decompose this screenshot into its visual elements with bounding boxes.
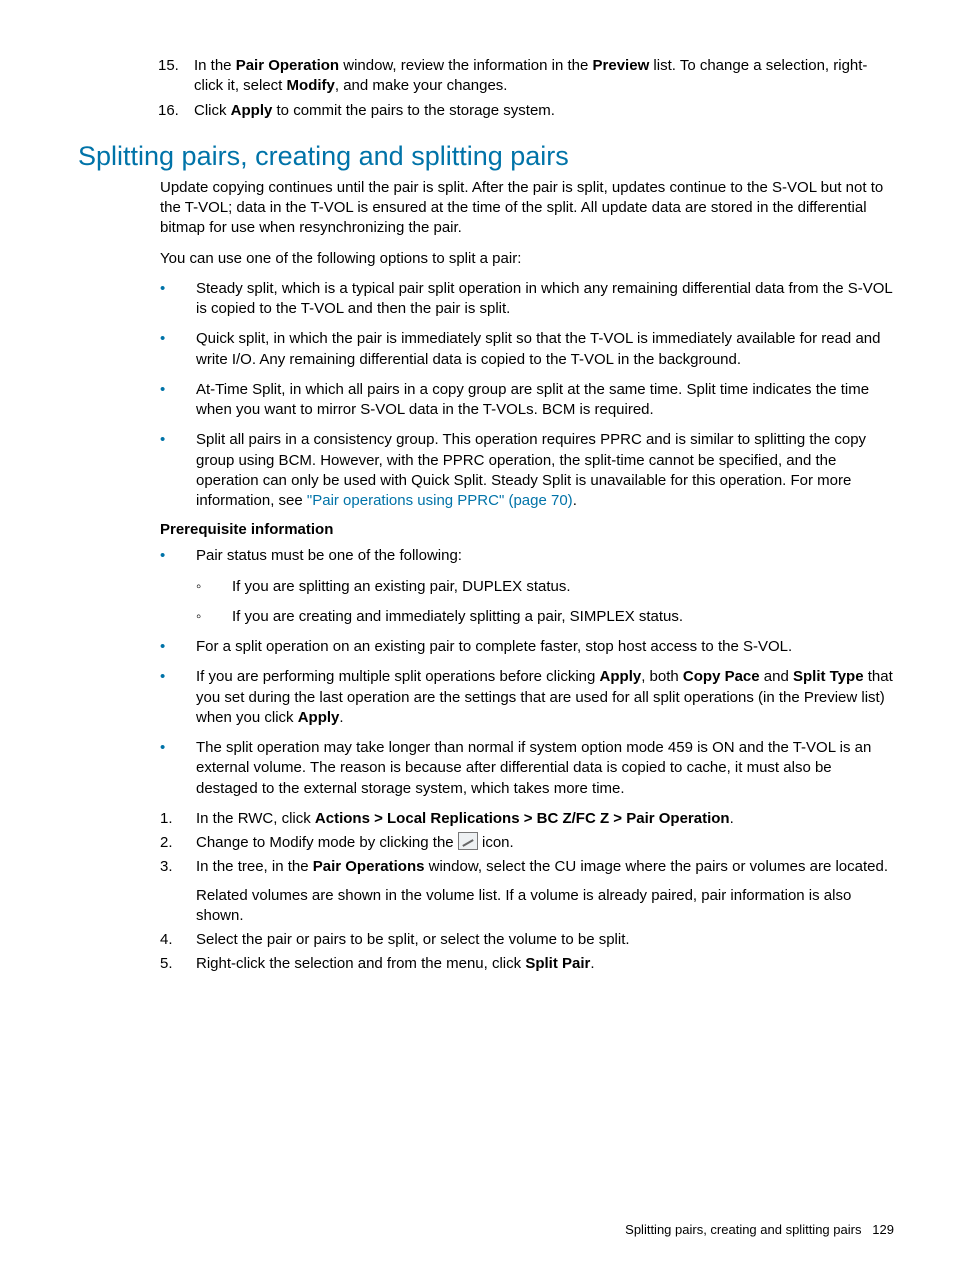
list-item: Quick split, in which the pair is immedi… [160,329,894,370]
step-number: 5. [160,954,173,974]
list-item: Pair status must be one of the following… [160,546,894,627]
step-text: Click Apply to commit the pairs to the s… [194,102,555,119]
step-15: 15. In the Pair Operation window, review… [158,56,894,97]
intro-paragraph-2: You can use one of the following options… [160,249,894,269]
step-number: 3. [160,857,173,877]
page-footer: Splitting pairs, creating and splitting … [625,1222,894,1237]
step-number: 4. [160,930,173,950]
step-3: 3. In the tree, in the Pair Operations w… [160,857,894,926]
step-note: Related volumes are shown in the volume … [196,886,894,927]
step-text: In the Pair Operation window, review the… [194,57,867,94]
list-item: For a split operation on an existing pai… [160,637,894,657]
list-item: If you are splitting an existing pair, D… [196,577,894,597]
step-5: 5. Right-click the selection and from th… [160,954,894,974]
continued-steps: 15. In the Pair Operation window, review… [158,56,894,121]
prerequisite-list: Pair status must be one of the following… [160,546,894,799]
modify-mode-icon [458,832,478,850]
step-number: 16. [158,101,179,121]
step-4: 4. Select the pair or pairs to be split,… [160,930,894,950]
list-item: Steady split, which is a typical pair sp… [160,279,894,320]
procedure-steps: 1. In the RWC, click Actions > Local Rep… [160,809,894,975]
list-item: If you are performing multiple split ope… [160,667,894,728]
split-options-list: Steady split, which is a typical pair sp… [160,279,894,512]
section-heading: Splitting pairs, creating and splitting … [78,141,894,172]
step-2: 2. Change to Modify mode by clicking the… [160,833,894,853]
page-number: 129 [872,1222,894,1237]
step-number: 15. [158,56,179,76]
list-item: If you are creating and immediately spli… [196,607,894,627]
footer-title: Splitting pairs, creating and splitting … [625,1222,861,1237]
step-number: 1. [160,809,173,829]
intro-paragraph-1: Update copying continues until the pair … [160,178,894,239]
list-item: At-Time Split, in which all pairs in a c… [160,380,894,421]
step-1: 1. In the RWC, click Actions > Local Rep… [160,809,894,829]
list-item: The split operation may take longer than… [160,738,894,799]
step-number: 2. [160,833,173,853]
list-item: Split all pairs in a consistency group. … [160,430,894,511]
prerequisite-heading: Prerequisite information [160,521,894,538]
step-16: 16. Click Apply to commit the pairs to t… [158,101,894,121]
status-sublist: If you are splitting an existing pair, D… [196,577,894,628]
xref-link[interactable]: "Pair operations using PPRC" (page 70) [307,492,573,509]
